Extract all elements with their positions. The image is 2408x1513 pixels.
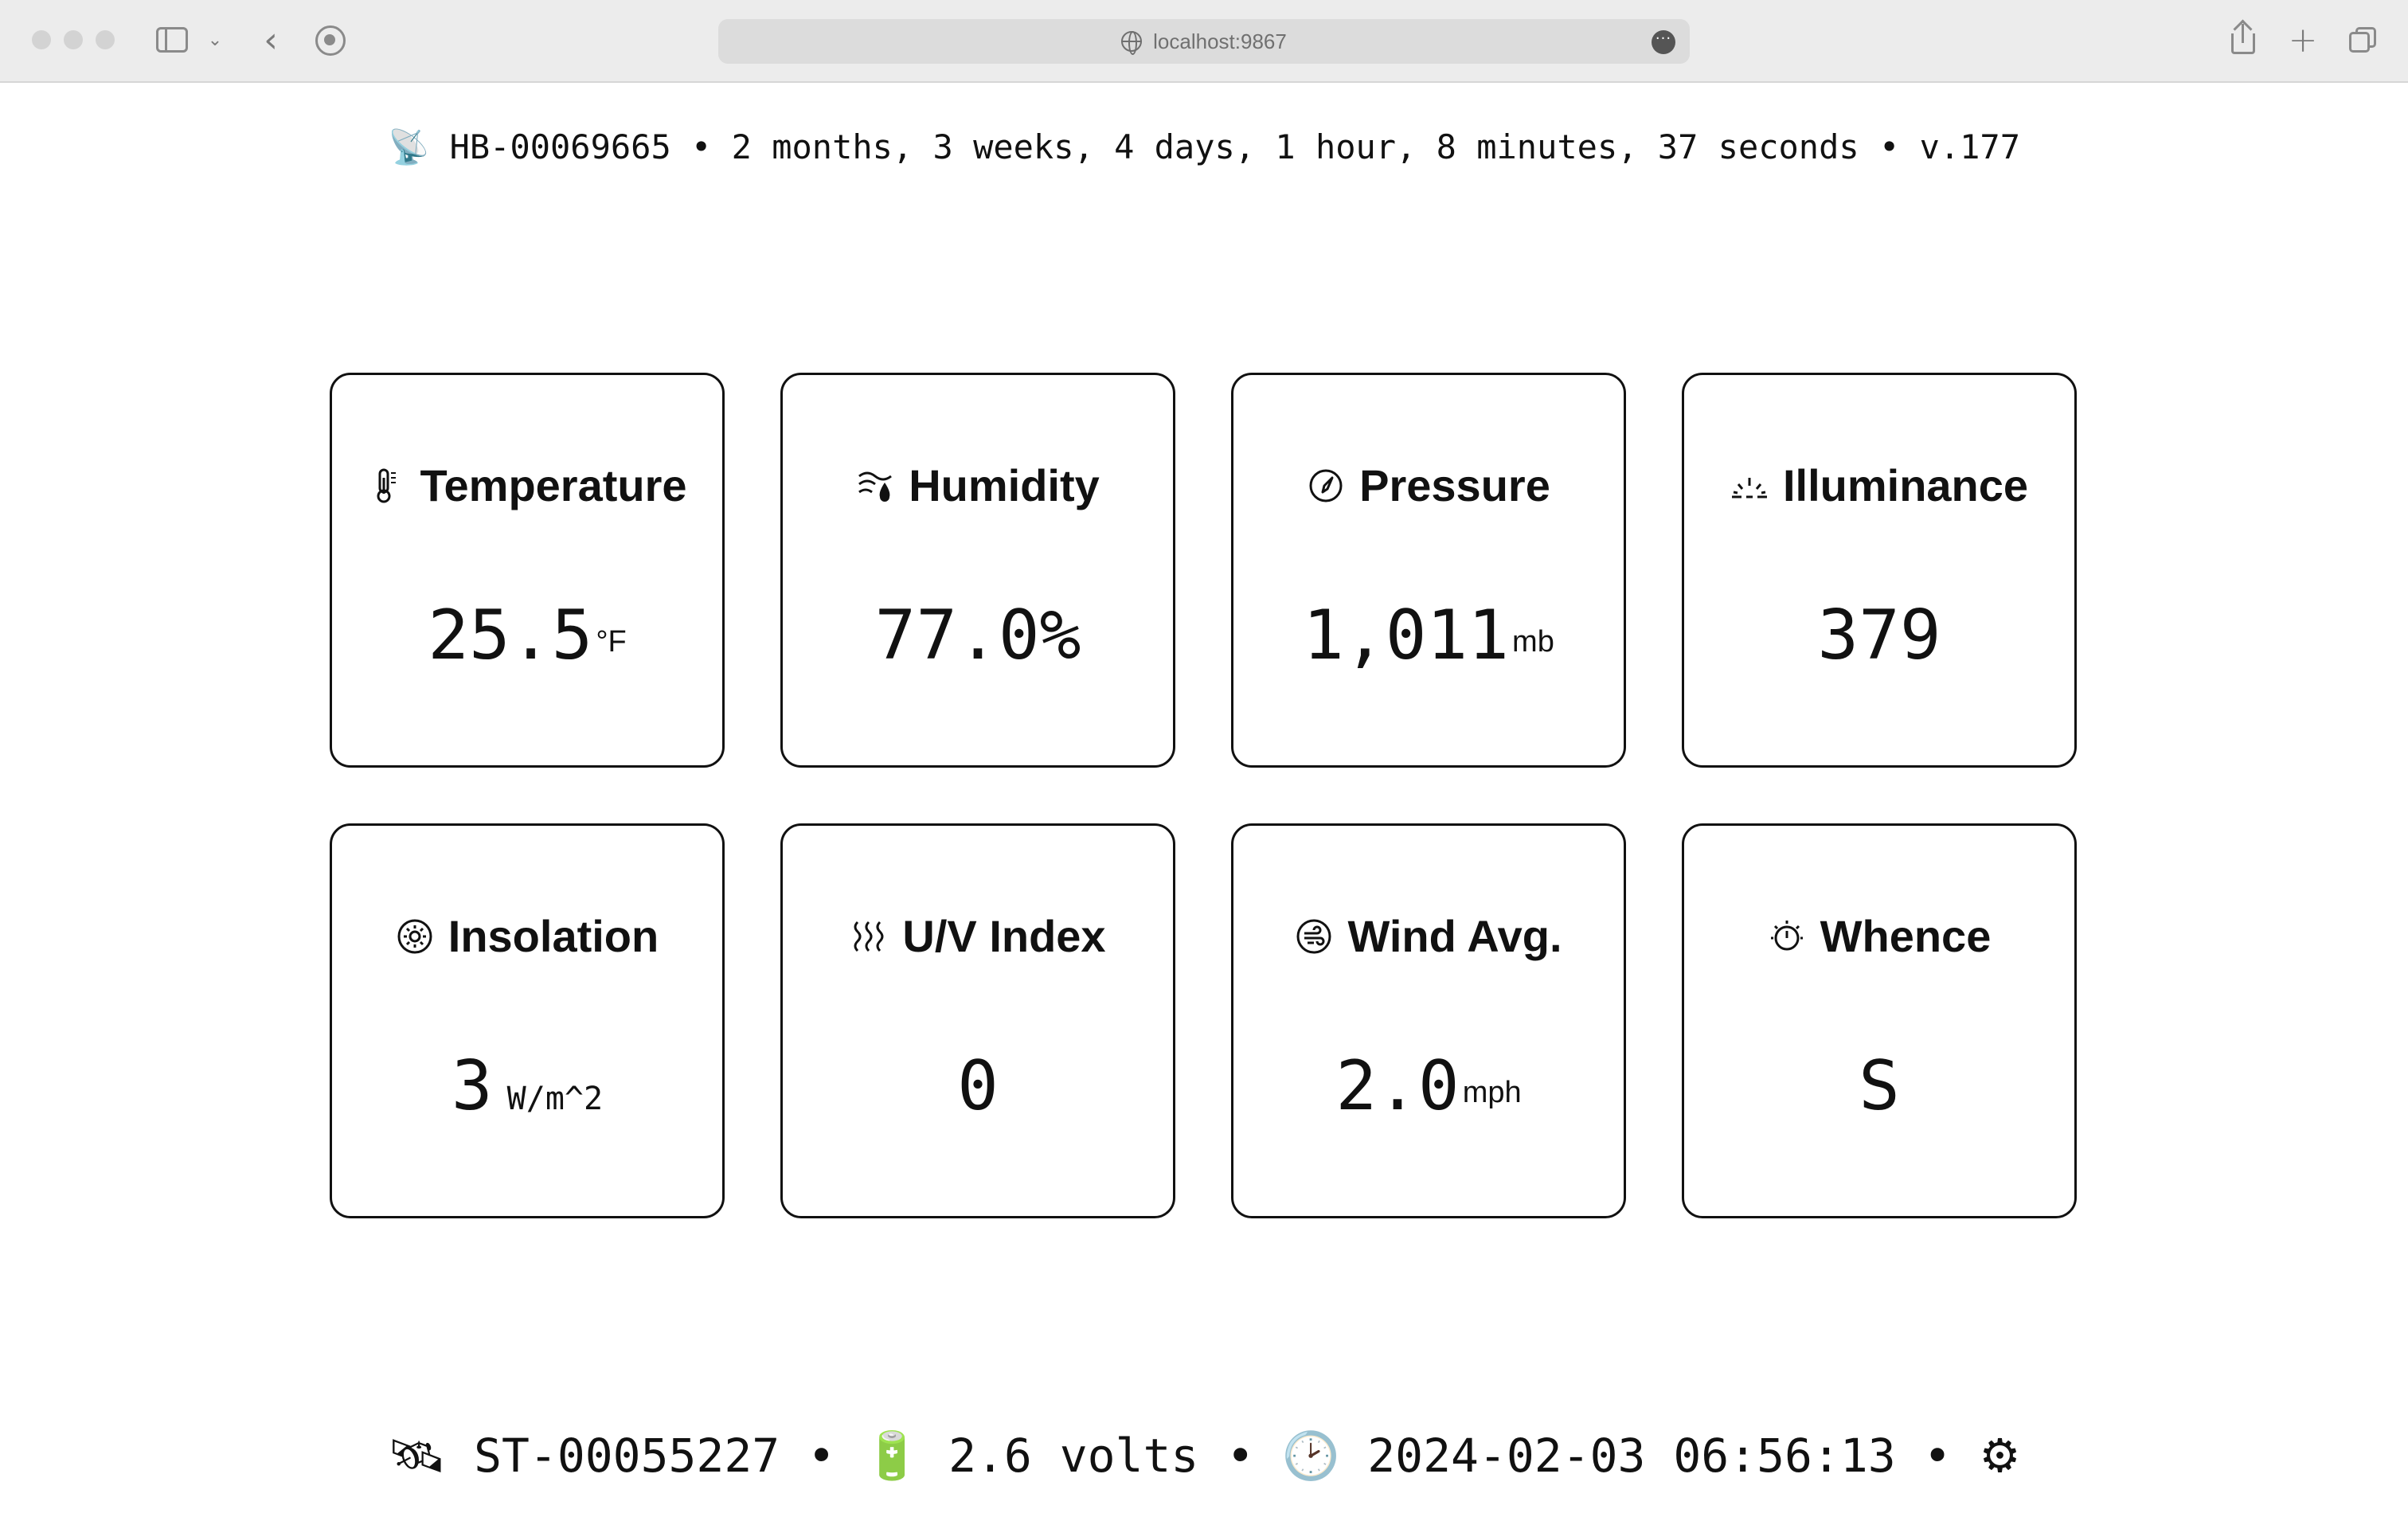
browser-toolbar: ⌄ ‹ localhost:9867 ··· + — [0, 0, 2408, 83]
pressure-value: 1,011 — [1303, 596, 1510, 675]
card-label: Humidity — [909, 460, 1100, 510]
chevron-down-icon[interactable]: ⌄ — [207, 29, 223, 49]
sidebar-toggle-icon[interactable] — [156, 27, 188, 53]
thermometer-icon — [377, 468, 397, 502]
card-value: 0 — [783, 1042, 1173, 1130]
battery-icon: 🔋 — [862, 1429, 921, 1483]
site-settings-icon[interactable] — [315, 25, 346, 56]
card-label: Wind Avg. — [1347, 911, 1562, 961]
heat-waves-icon — [854, 921, 884, 952]
satellite-icon: 🛰 — [387, 1429, 447, 1483]
separator: • — [807, 1429, 836, 1483]
metrics-grid: Temperature 25.5 °F Humidity 77.0% Pressu… — [330, 373, 2078, 1220]
minimize-window-button[interactable] — [64, 30, 83, 49]
sunrise-icon — [1731, 477, 1767, 498]
whence-value: S — [1859, 1046, 1900, 1126]
illuminance-value: 379 — [1817, 596, 1941, 675]
card-value: 3 W/m^2 — [332, 1042, 722, 1143]
address-bar[interactable]: localhost:9867 ··· — [718, 19, 1690, 64]
satellite-dish-icon: 📡 — [388, 127, 430, 166]
more-options-icon[interactable]: ··· — [1652, 30, 1675, 54]
close-window-button[interactable] — [32, 30, 51, 49]
card-value: 379 — [1684, 592, 2074, 679]
sun-icon — [397, 919, 432, 953]
wind-avg-value: 2.0 — [1335, 1046, 1460, 1126]
illuminance-card: Illuminance 379 — [1682, 373, 2077, 768]
hub-id: HB-00069665 — [449, 127, 671, 166]
card-value: 2.0 mph — [1233, 1042, 1624, 1130]
gauge-icon — [1309, 469, 1343, 502]
wind-avg-unit: mph — [1462, 1076, 1522, 1109]
humidity-icon — [858, 471, 893, 502]
uv-index-card: U/V Index 0 — [780, 823, 1175, 1218]
back-arrow-icon[interactable]: ‹ — [264, 19, 278, 61]
tab-overview-icon[interactable] — [2349, 27, 2378, 53]
humidity-value: 77.0% — [874, 596, 1081, 675]
card-value: S — [1684, 1042, 2074, 1130]
new-tab-icon[interactable]: + — [2288, 19, 2318, 61]
hub-uptime: 2 months, 3 weeks, 4 days, 1 hour, 8 min… — [731, 127, 1859, 166]
separator: • — [691, 127, 712, 166]
temperature-unit: °F — [596, 625, 627, 659]
station-id: ST-00055227 — [474, 1429, 780, 1483]
card-label: Temperature — [420, 460, 687, 510]
globe-icon — [1121, 31, 1143, 55]
uv-index-value: 0 — [957, 1046, 999, 1126]
wind-avg-card: Wind Avg. 2.0 mph — [1231, 823, 1626, 1218]
whence-card: Whence S — [1682, 823, 2077, 1218]
temperature-card: Temperature 25.5 °F — [330, 373, 725, 768]
station-status-line: 🛰 ST-00055227 • 🔋 2.6 volts • 🕑 2024-02-… — [0, 1429, 2408, 1484]
hub-status-line: 📡 HB-00069665 • 2 months, 3 weeks, 4 day… — [0, 127, 2408, 167]
address-bar-url: localhost:9867 — [1153, 29, 1287, 53]
card-label: Insolation — [448, 911, 659, 961]
separator: • — [1878, 127, 1900, 166]
card-value: 77.0% — [783, 592, 1173, 679]
card-label: Illuminance — [1782, 460, 2029, 510]
compass-timer-icon — [1770, 920, 1803, 950]
temperature-value: 25.5 — [428, 596, 593, 675]
battery-voltage: 2.6 volts — [948, 1429, 1199, 1483]
hub-version: v.177 — [1919, 127, 2020, 166]
insolation-value: 3 — [451, 1046, 493, 1126]
wind-icon — [1296, 919, 1331, 953]
separator: • — [1923, 1429, 1952, 1483]
station-timestamp: 2024-02-03 06:56:13 — [1367, 1429, 1896, 1483]
separator: • — [1226, 1429, 1255, 1483]
card-value: 1,011 mb — [1233, 592, 1624, 679]
pressure-card: Pressure 1,011 mb — [1231, 373, 1626, 768]
card-label: Whence — [1820, 911, 1992, 961]
humidity-card: Humidity 77.0% — [780, 373, 1175, 768]
card-label: U/V Index — [902, 911, 1106, 961]
insolation-unit: W/m^2 — [506, 1081, 604, 1117]
pressure-unit: mb — [1512, 625, 1554, 659]
card-value: 25.5 °F — [332, 592, 722, 679]
gear-icon[interactable]: ⚙ — [1979, 1429, 2021, 1483]
card-label: Pressure — [1359, 460, 1550, 510]
zoom-window-button[interactable] — [96, 30, 115, 49]
clock-icon: 🕑 — [1282, 1429, 1340, 1483]
insolation-card: Insolation 3 W/m^2 — [330, 823, 725, 1218]
share-icon[interactable] — [2230, 19, 2257, 54]
